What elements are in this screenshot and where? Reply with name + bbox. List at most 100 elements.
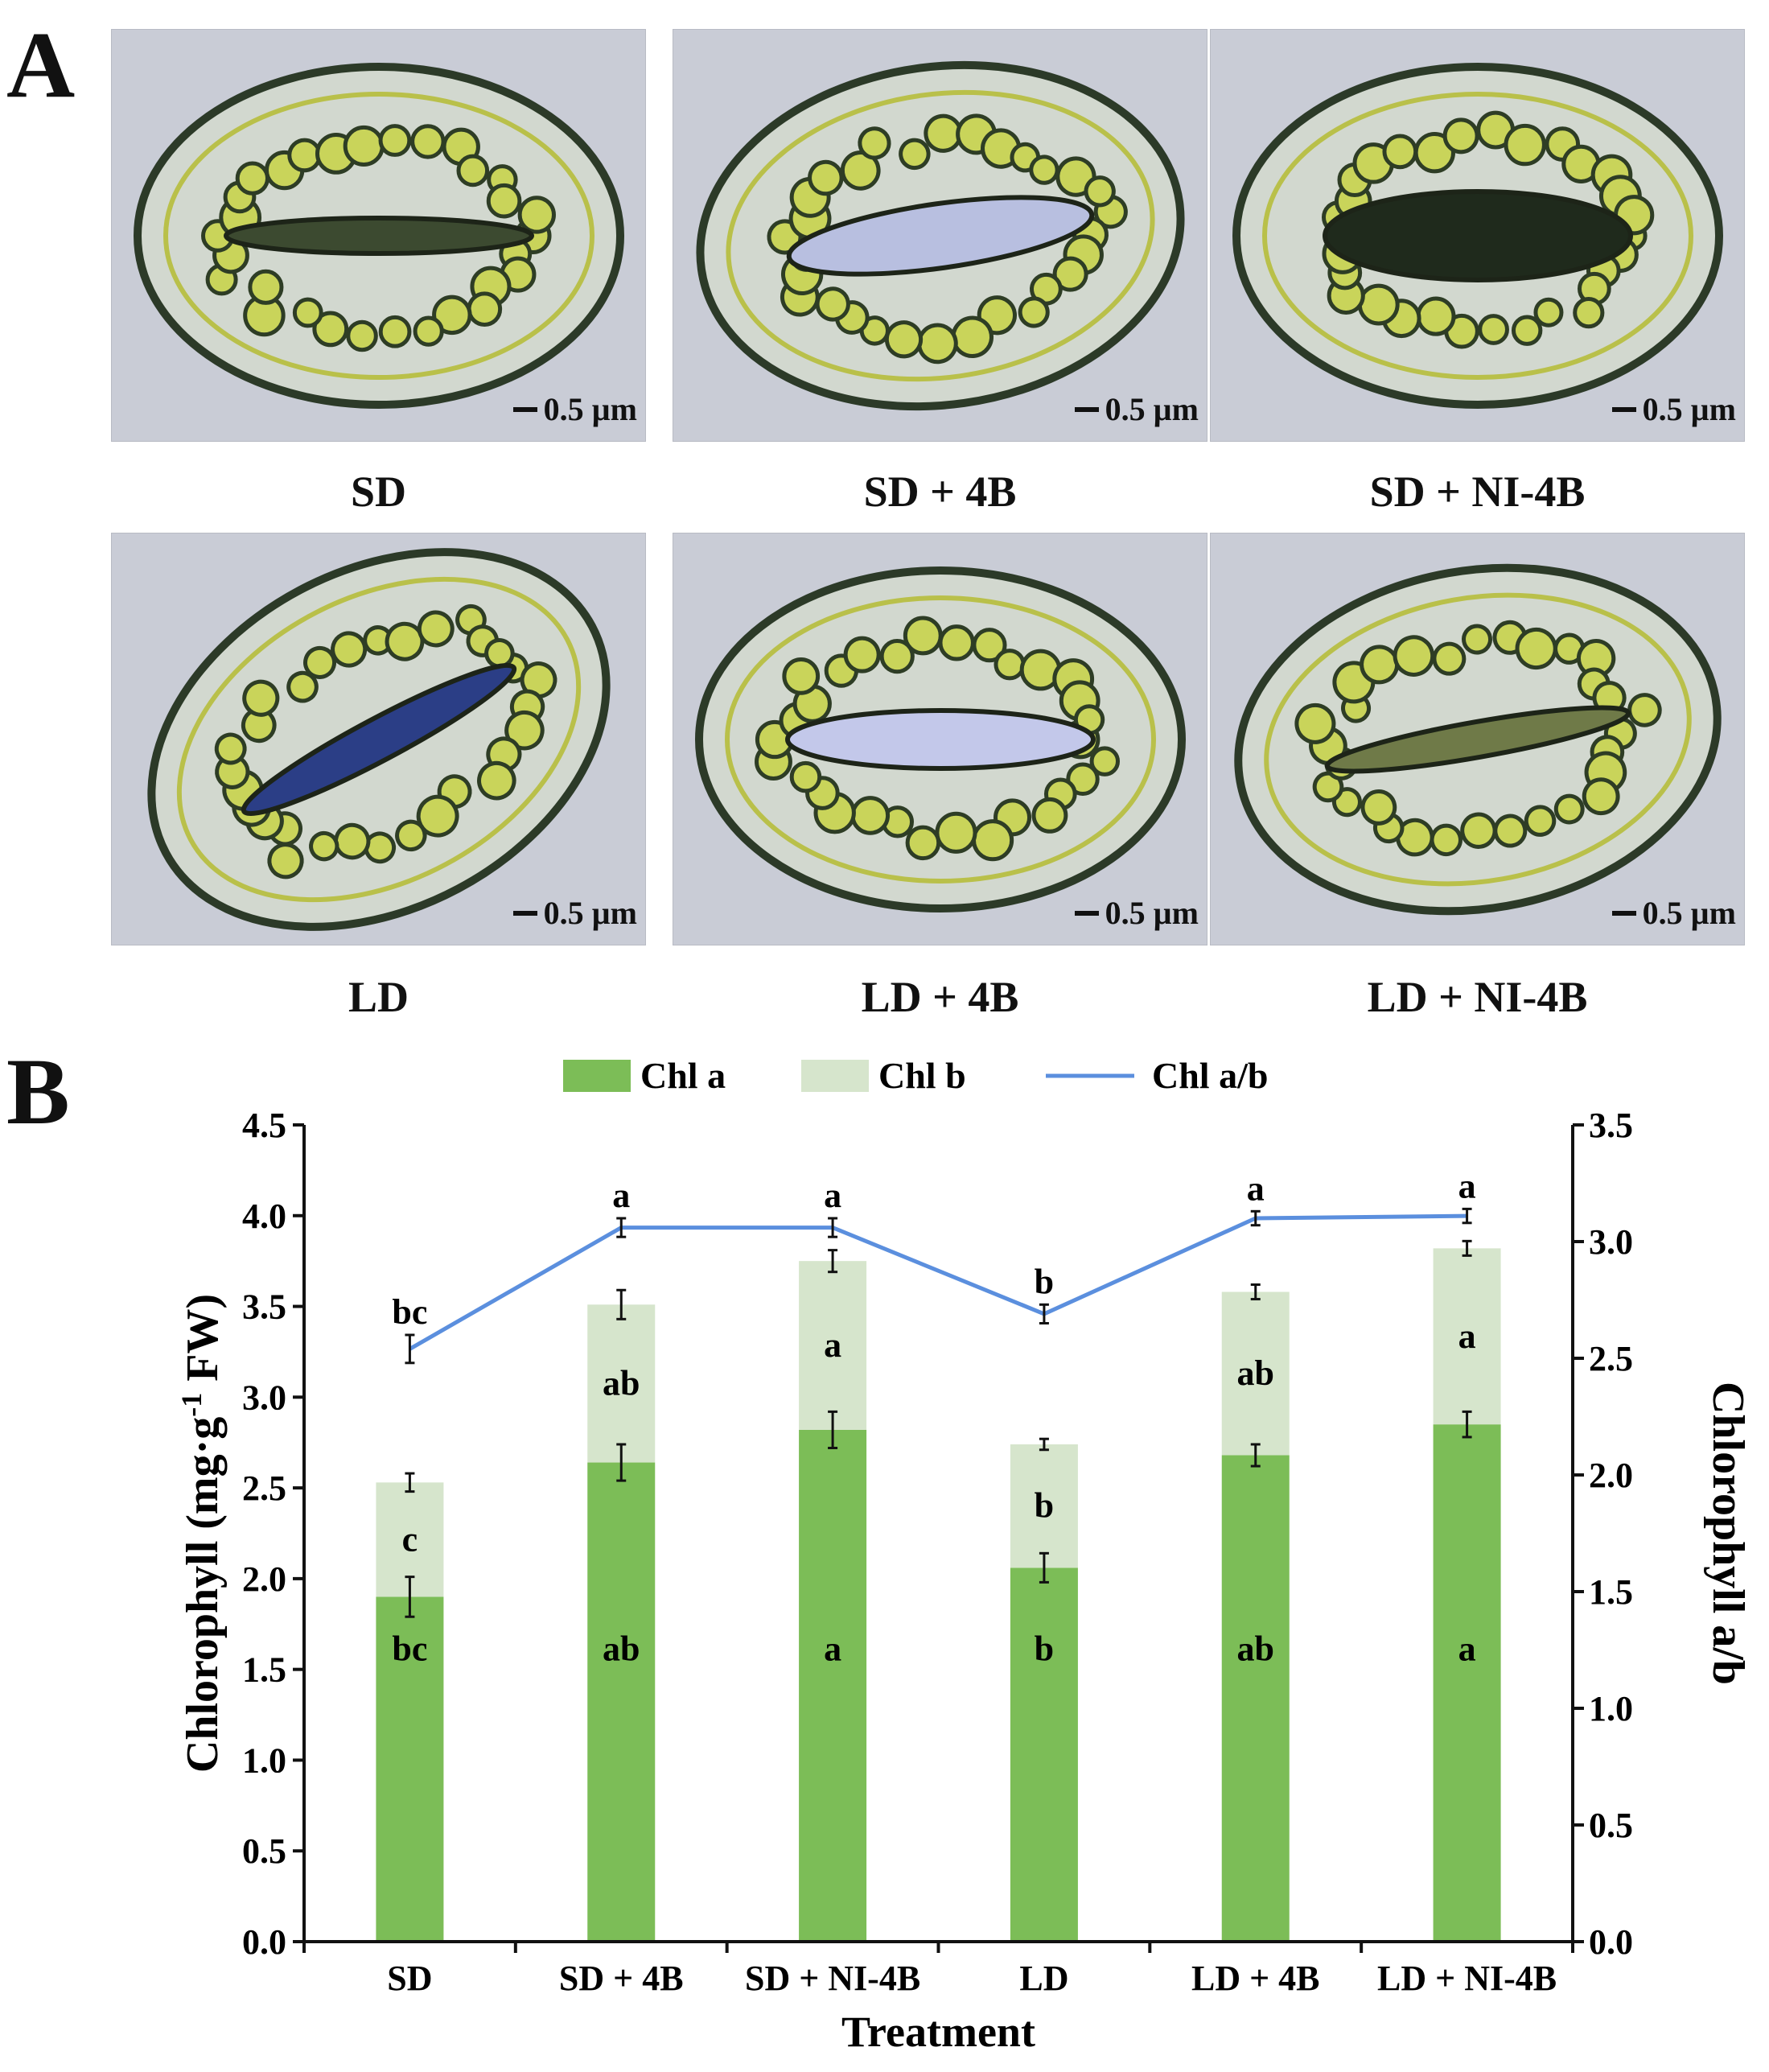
y2-tick-label: 3.0 — [1589, 1222, 1633, 1262]
micrograph-sd: 0.5 µm — [111, 29, 646, 442]
error-bar-chl-b — [1039, 1437, 1049, 1452]
sig-letter-chl-a: bc — [392, 1629, 427, 1668]
y-tick-label: 1.5 — [242, 1650, 286, 1690]
x-tick-label: LD + 4B — [1191, 1959, 1320, 1998]
scale-bar-line — [512, 910, 537, 916]
legend-item-chl-a: Chl a — [563, 1055, 726, 1096]
error-bar-chl-b — [616, 1288, 627, 1320]
scale-bar-text: 0.5 µm — [543, 391, 637, 427]
bar-chl-b — [1010, 1444, 1078, 1568]
bar-chl-a — [376, 1596, 444, 1942]
panel-a-letter: A — [6, 12, 76, 117]
sig-letter-chl-a: ab — [603, 1629, 640, 1668]
x-axis-title: Treatment — [841, 2008, 1035, 2056]
legend-label-chl-b: Chl b — [878, 1055, 966, 1096]
scale-bar-line — [1074, 910, 1099, 916]
y-tick-label: 4.0 — [242, 1197, 286, 1236]
legend-item-chl-b: Chl b — [801, 1055, 966, 1096]
scale-bar-line — [1611, 406, 1636, 412]
legend-swatch-chl-a — [563, 1060, 631, 1092]
legend-label-chl-a: Chl a — [640, 1055, 726, 1096]
x-tick-label: LD — [1019, 1959, 1068, 1998]
y-tick-label: 0.0 — [242, 1922, 286, 1962]
bar-chl-b — [1221, 1291, 1290, 1456]
error-bar-chl-a — [616, 1443, 627, 1482]
scale-bar-line — [512, 406, 537, 412]
micrograph-ld-4b: 0.5 µm — [673, 533, 1207, 945]
error-bar-chl-a — [828, 1410, 838, 1449]
x-tick-label: LD + NI-4B — [1377, 1959, 1557, 1998]
x-tick-label: SD + NI-4B — [745, 1959, 920, 1998]
y2-tick-label: 3.5 — [1589, 1106, 1633, 1145]
y-tick-label: 4.5 — [242, 1106, 286, 1145]
sig-letter-chl-ab: a — [1458, 1166, 1476, 1205]
scale-bar: 0.5 µm — [1611, 390, 1736, 428]
sig-letter-chl-b: a — [1458, 1316, 1476, 1356]
x-tick-label: SD + 4B — [559, 1959, 684, 1998]
bar-chl-b — [587, 1304, 656, 1463]
y-tick-label: 2.5 — [242, 1469, 286, 1508]
sig-letter-chl-a: a — [1458, 1629, 1476, 1668]
micrograph-label-ld: LD — [348, 973, 409, 1021]
error-bar-chl-ab — [616, 1217, 627, 1238]
micrograph-label-ld-ni-4b: LD + NI-4B — [1367, 973, 1588, 1021]
error-bar-chl-ab — [1039, 1303, 1049, 1324]
y2-axis-title: Chlorophyll a/b — [1703, 1382, 1753, 1685]
sig-letter-chl-b: ab — [603, 1363, 640, 1403]
y-tick-label: 1.0 — [242, 1740, 286, 1780]
sig-letter-chl-b: b — [1035, 1486, 1054, 1526]
micrograph-label-sd-4b: SD + 4B — [863, 468, 1017, 516]
micrograph-sd-4b: 0.5 µm — [673, 29, 1207, 442]
sig-letter-chl-ab: b — [1035, 1262, 1054, 1301]
scale-bar-text: 0.5 µm — [1642, 895, 1736, 931]
bar-chl-a — [587, 1462, 656, 1942]
bar-chl-a — [799, 1429, 867, 1942]
sig-letter-chl-a: a — [824, 1629, 841, 1668]
error-bar-chl-a — [1462, 1410, 1472, 1439]
scale-bar-text: 0.5 µm — [1105, 895, 1199, 931]
y-tick-label: 3.0 — [242, 1378, 286, 1417]
scale-bar-text: 0.5 µm — [1642, 391, 1736, 427]
micrograph-sd-ni-4b: 0.5 µm — [1210, 29, 1745, 442]
scale-bar: 0.5 µm — [1074, 390, 1199, 428]
error-bar-chl-b — [405, 1472, 415, 1493]
legend-label-chl-ab: Chl a/b — [1152, 1055, 1268, 1096]
sig-letter-chl-b: a — [824, 1325, 841, 1365]
micrograph-label-ld-4b: LD + 4B — [861, 973, 1019, 1021]
sig-letter-chl-a: ab — [1237, 1629, 1274, 1668]
y-tick-label: 0.5 — [242, 1831, 286, 1871]
scale-bar: 0.5 µm — [512, 390, 637, 428]
sig-letter-chl-b: c — [402, 1519, 418, 1559]
scale-bar-text: 0.5 µm — [1105, 391, 1199, 427]
y-tick-label: 3.5 — [242, 1287, 286, 1327]
error-bar-chl-a — [1039, 1551, 1049, 1584]
error-bar-chl-ab — [405, 1333, 415, 1365]
error-bar-chl-b — [1462, 1239, 1472, 1257]
y2-tick-label: 1.5 — [1589, 1572, 1633, 1612]
error-bar-chl-b — [828, 1249, 838, 1274]
micrograph-label-sd: SD — [350, 468, 407, 516]
scale-bar: 0.5 µm — [1074, 894, 1199, 932]
bar-chl-b — [1433, 1248, 1501, 1425]
error-bar-chl-a — [1250, 1443, 1261, 1468]
sig-letter-chl-ab: a — [824, 1176, 841, 1215]
sig-letter-chl-ab: bc — [392, 1292, 427, 1332]
y2-tick-label: 0.5 — [1589, 1806, 1633, 1845]
y2-tick-label: 0.0 — [1589, 1922, 1633, 1962]
micrograph-ld-ni-4b: 0.5 µm — [1210, 533, 1745, 945]
y2-tick-label: 2.0 — [1589, 1456, 1633, 1495]
error-bar-chl-ab — [828, 1217, 838, 1238]
bar-chl-b — [799, 1261, 867, 1430]
bar-chl-a — [1433, 1424, 1501, 1942]
micrograph-label-sd-ni-4b: SD + NI-4B — [1369, 468, 1586, 516]
error-bar-chl-b — [1250, 1283, 1261, 1301]
y-tick-label: 2.0 — [242, 1559, 286, 1599]
error-bar-chl-a — [405, 1576, 415, 1618]
scale-bar-line — [1074, 406, 1099, 412]
error-bar-chl-ab — [1250, 1209, 1261, 1227]
legend-swatch-chl-b — [801, 1060, 869, 1092]
error-bar-chl-ab — [1462, 1207, 1472, 1225]
bar-chl-a — [1221, 1455, 1290, 1942]
micrograph-ld: 0.5 µm — [111, 533, 646, 945]
sig-letter-chl-a: b — [1035, 1629, 1054, 1668]
